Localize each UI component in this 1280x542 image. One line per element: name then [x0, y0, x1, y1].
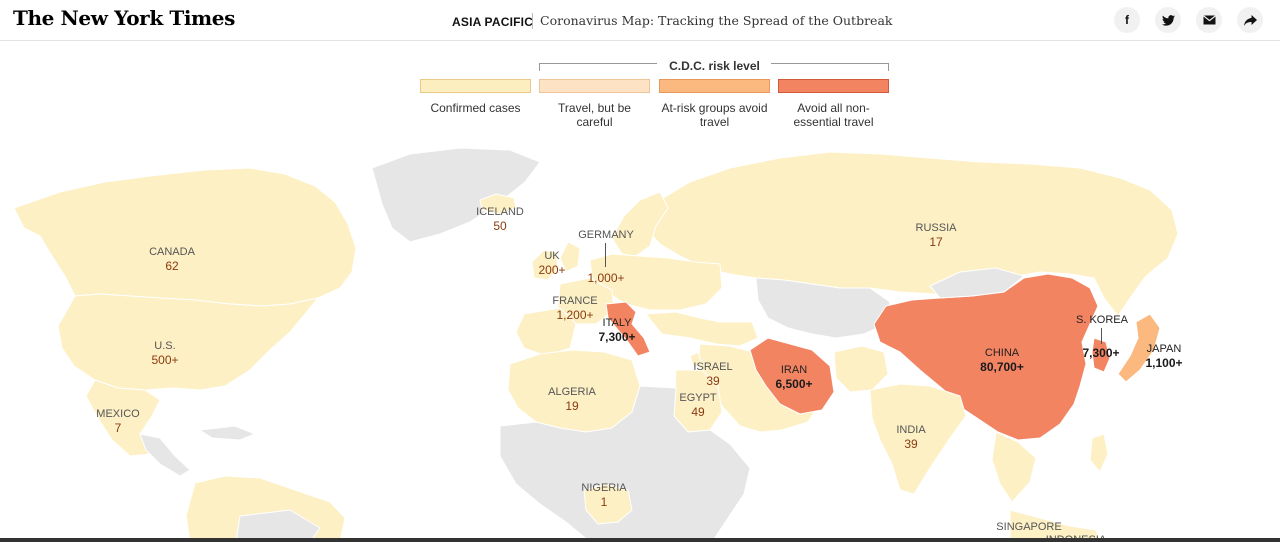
country-s-korea	[1091, 337, 1111, 373]
email-icon[interactable]	[1196, 7, 1222, 33]
country-iran	[749, 337, 835, 415]
article-headline: Coronavirus Map: Tracking the Spread of …	[540, 13, 893, 28]
facebook-icon[interactable]: f	[1114, 7, 1140, 33]
country-nigeria	[583, 483, 633, 525]
legend-label-travel-careful: Travel, but be careful	[558, 101, 631, 129]
cdc-risk-title: C.D.C. risk level	[669, 59, 760, 73]
share-icon[interactable]	[1237, 7, 1263, 33]
map-svg	[13, 147, 1179, 542]
country-china	[873, 273, 1099, 441]
country-algeria	[507, 349, 641, 433]
legend-swatch-travel-careful	[539, 79, 650, 93]
country-india	[869, 383, 967, 495]
legend-swatch-confirmed	[420, 79, 531, 93]
bottom-edge	[0, 538, 1280, 542]
country-uk	[531, 249, 559, 281]
country-canada	[13, 167, 357, 307]
top-header: The New York Times ASIA PACIFIC Coronavi…	[0, 0, 1280, 41]
legend-swatch-avoid	[778, 79, 889, 93]
legend-label-confirmed: Confirmed cases	[430, 101, 521, 115]
country-israel	[689, 351, 703, 369]
nyt-logo[interactable]: The New York Times	[13, 6, 235, 30]
legend-label-avoid: Avoid all non-essential travel	[793, 101, 874, 129]
country-russia	[639, 151, 1179, 317]
section-link[interactable]: ASIA PACIFIC	[452, 15, 534, 29]
country-iceland	[479, 193, 517, 215]
country-italy	[605, 301, 651, 357]
header-divider	[532, 13, 533, 29]
legend-label-at-risk: At-risk groups avoid travel	[661, 101, 768, 129]
country-japan	[1117, 313, 1161, 383]
world-map[interactable]: CANADA 62 U.S. 500+ MEXICO 7 ICELAND 50 …	[0, 138, 1280, 542]
legend-swatch-at-risk	[659, 79, 770, 93]
twitter-icon[interactable]	[1155, 7, 1181, 33]
germany-leader-line	[605, 243, 606, 267]
country-usa	[57, 293, 319, 391]
s-korea-leader-line	[1101, 328, 1102, 344]
